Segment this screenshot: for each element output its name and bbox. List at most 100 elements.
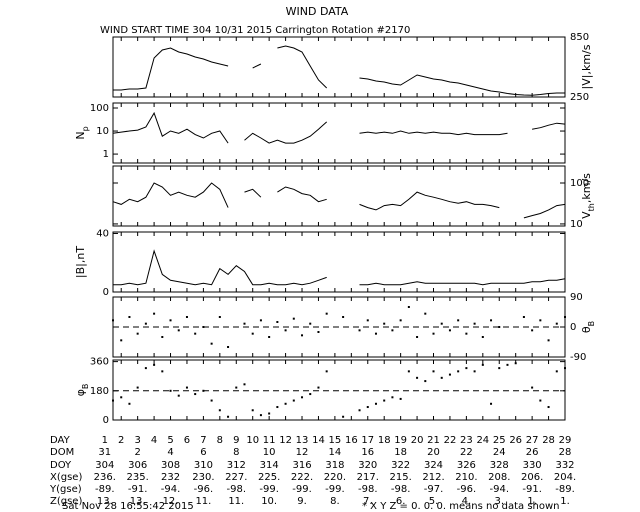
day-label: 15 bbox=[329, 435, 342, 446]
data-point bbox=[539, 319, 542, 322]
table-cell: 232 bbox=[161, 472, 180, 483]
data-point bbox=[112, 399, 114, 402]
y-tick-label: 0 bbox=[103, 287, 109, 298]
data-point bbox=[358, 329, 361, 332]
data-point bbox=[407, 306, 410, 308]
table-cell: 6. bbox=[396, 496, 406, 507]
data-point bbox=[112, 319, 114, 322]
row-label: X(gse) bbox=[50, 472, 82, 483]
day-label: 23 bbox=[460, 435, 473, 446]
table-cell: -96. bbox=[194, 484, 214, 495]
table-cell: -99. bbox=[325, 484, 345, 495]
table-cell: -89. bbox=[555, 484, 575, 495]
table-cell: 308 bbox=[161, 460, 180, 471]
data-point bbox=[284, 402, 287, 405]
data-point bbox=[383, 322, 386, 325]
data-point bbox=[555, 370, 558, 373]
panel-frame bbox=[112, 102, 566, 164]
day-label: 17 bbox=[361, 435, 374, 446]
day-label: 8 bbox=[217, 435, 223, 446]
data-point bbox=[227, 346, 230, 348]
y-axis-label-part: N bbox=[74, 131, 87, 139]
data-point bbox=[185, 386, 188, 389]
data-point bbox=[383, 399, 386, 402]
table-cell: 320 bbox=[358, 460, 377, 471]
data-point bbox=[153, 312, 156, 315]
data-point bbox=[531, 386, 534, 389]
data-point bbox=[317, 386, 320, 389]
table-cell: -94. bbox=[489, 484, 509, 495]
table-cell: 16 bbox=[361, 447, 374, 458]
table-cell: 227. bbox=[225, 472, 247, 483]
data-point bbox=[194, 393, 197, 396]
table-cell: 306 bbox=[128, 460, 147, 471]
timestamp: Sat Nov 28 16:55:42 2015 bbox=[62, 501, 194, 512]
data-point bbox=[128, 402, 131, 405]
data-point bbox=[276, 406, 279, 409]
data-point bbox=[498, 367, 501, 370]
day-label: 1 bbox=[102, 435, 108, 446]
table-cell: 3. bbox=[494, 496, 504, 507]
data-point bbox=[448, 373, 451, 376]
data-point bbox=[547, 339, 550, 342]
y-tick-label: 90 bbox=[570, 292, 583, 303]
day-label: 10 bbox=[246, 435, 259, 446]
day-label: 16 bbox=[345, 435, 358, 446]
data-point bbox=[490, 402, 493, 405]
day-label: 3 bbox=[134, 435, 140, 446]
table-cell: 217. bbox=[357, 472, 379, 483]
y-tick-label: 100 bbox=[90, 103, 109, 114]
data-point bbox=[259, 319, 262, 322]
y-axis-label: θB bbox=[580, 321, 596, 333]
data-point bbox=[432, 370, 435, 373]
table-cell: 210. bbox=[455, 472, 477, 483]
data-point bbox=[202, 389, 205, 392]
data-point bbox=[136, 332, 139, 335]
data-point bbox=[424, 380, 427, 383]
table-cell: 31 bbox=[98, 447, 111, 458]
data-point bbox=[144, 367, 147, 370]
table-cell: 212. bbox=[422, 472, 444, 483]
table-cell: 236. bbox=[94, 472, 116, 483]
table-cell: 220. bbox=[324, 472, 346, 483]
data-point bbox=[374, 332, 377, 335]
table-cell: 322 bbox=[391, 460, 410, 471]
table-cell: 225. bbox=[258, 472, 280, 483]
table-cell: 5. bbox=[429, 496, 439, 507]
y-tick-label: 180 bbox=[90, 386, 109, 397]
chart-title: WIND START TIME 304 10/31 2015 Carringto… bbox=[100, 25, 410, 36]
table-cell: 24 bbox=[493, 447, 506, 458]
table-cell: 28 bbox=[559, 447, 572, 458]
table-cell: 316 bbox=[292, 460, 311, 471]
data-point bbox=[325, 312, 328, 315]
table-cell: -94. bbox=[161, 484, 181, 495]
data-point bbox=[473, 370, 476, 373]
y-axis-label: Vth,km/s bbox=[580, 173, 596, 219]
data-point bbox=[440, 322, 443, 325]
data-point bbox=[506, 363, 509, 366]
data-point bbox=[564, 316, 566, 318]
data-point bbox=[366, 319, 369, 322]
data-point bbox=[424, 312, 427, 315]
data-point bbox=[194, 332, 197, 335]
table-cell: 7. bbox=[363, 496, 373, 507]
data-point bbox=[210, 399, 213, 402]
panel-frame bbox=[112, 165, 566, 227]
data-point bbox=[391, 396, 394, 399]
data-point bbox=[457, 319, 460, 322]
data-point bbox=[416, 376, 419, 379]
panel-frame bbox=[112, 36, 566, 98]
y-tick-label: 250 bbox=[570, 92, 589, 103]
data-point bbox=[465, 332, 468, 335]
day-label: 28 bbox=[542, 435, 555, 446]
table-cell: 206. bbox=[521, 472, 543, 483]
table-cell: -98. bbox=[227, 484, 247, 495]
table-cell: -99. bbox=[292, 484, 312, 495]
data-point bbox=[292, 399, 295, 402]
data-point bbox=[564, 367, 566, 370]
y-axis-label-part: ,km/s bbox=[580, 173, 593, 203]
table-cell: 20 bbox=[427, 447, 440, 458]
data-point bbox=[514, 362, 517, 365]
day-label: 22 bbox=[444, 435, 457, 446]
table-cell: 10 bbox=[263, 447, 276, 458]
